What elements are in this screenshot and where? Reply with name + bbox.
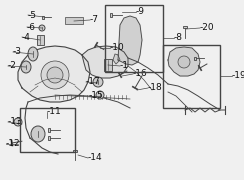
Ellipse shape — [31, 126, 45, 142]
Bar — [110, 13, 112, 17]
Text: -13: -13 — [8, 118, 23, 127]
Polygon shape — [118, 16, 142, 65]
Ellipse shape — [39, 25, 45, 31]
Polygon shape — [18, 46, 90, 102]
Polygon shape — [113, 54, 120, 64]
Bar — [37, 35, 43, 45]
Polygon shape — [168, 47, 200, 76]
Bar — [20, 108, 75, 152]
Text: -15: -15 — [89, 91, 104, 100]
Text: -3: -3 — [13, 48, 22, 57]
Text: -10: -10 — [110, 44, 125, 53]
Text: -2: -2 — [8, 62, 17, 71]
Text: -20: -20 — [200, 24, 215, 33]
Bar — [73, 150, 77, 152]
Ellipse shape — [28, 47, 38, 61]
Bar — [48, 128, 50, 132]
Text: -5: -5 — [28, 10, 37, 19]
Text: -9: -9 — [136, 8, 145, 17]
Bar — [194, 57, 196, 60]
Text: -16: -16 — [133, 69, 148, 78]
Text: -17: -17 — [86, 78, 101, 87]
Text: -6: -6 — [27, 22, 36, 32]
Bar — [104, 59, 112, 71]
Text: -8: -8 — [174, 33, 183, 42]
Ellipse shape — [21, 61, 31, 73]
Bar — [105, 5, 163, 72]
Text: -11: -11 — [47, 107, 62, 116]
Text: -4: -4 — [22, 33, 31, 42]
Text: -14: -14 — [88, 154, 103, 163]
Bar — [65, 17, 83, 24]
Text: -7: -7 — [90, 15, 99, 24]
Bar — [48, 136, 50, 140]
Text: -18: -18 — [148, 84, 163, 93]
Ellipse shape — [93, 77, 103, 87]
Bar — [163, 45, 220, 108]
Text: -12: -12 — [6, 140, 21, 148]
Text: -1: -1 — [120, 62, 129, 71]
Bar — [42, 15, 44, 19]
Circle shape — [47, 67, 63, 83]
Text: -19: -19 — [232, 71, 244, 80]
Ellipse shape — [96, 91, 104, 99]
Ellipse shape — [14, 118, 22, 126]
Polygon shape — [82, 46, 128, 78]
Bar — [183, 26, 187, 28]
Circle shape — [178, 56, 190, 68]
Circle shape — [41, 61, 69, 89]
